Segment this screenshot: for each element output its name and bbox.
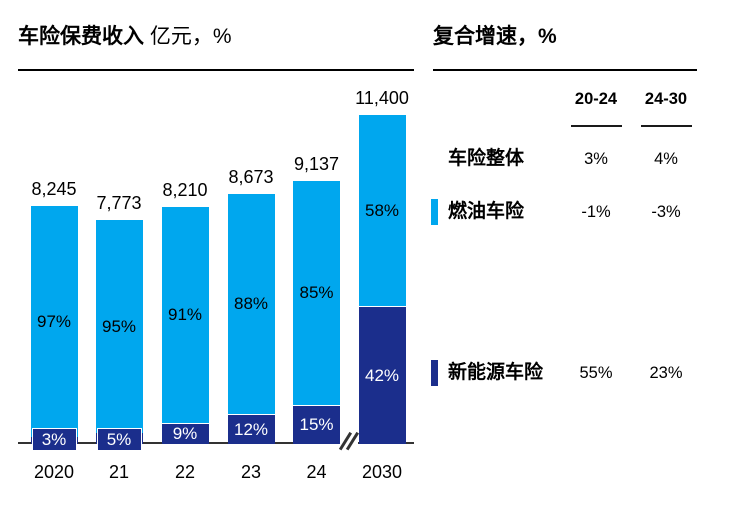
fuel-share-label: 85% [299, 283, 334, 302]
x-axis-label-24: 24 [306, 462, 327, 482]
nev-share-label: 12% [233, 419, 269, 439]
column-header-20-24: 20-24 [574, 90, 618, 108]
x-axis-label-21: 21 [108, 462, 130, 482]
bar-2030: 11,400 58% 42% [355, 88, 409, 444]
bar-24: 9,137 85% 15% [293, 154, 340, 444]
table-title-rule [433, 69, 697, 71]
table-title: 复合增速，% [433, 25, 557, 48]
x-axis-label-23: 23 [240, 462, 262, 482]
bar-total-label: 8,210 [162, 180, 208, 200]
fuel-share-label: 95% [101, 316, 137, 336]
bar-2020: 8,245 97% 3% [30, 179, 78, 451]
column-header-24-30: 24-30 [644, 90, 688, 108]
bar-22: 8,210 91% 9% [161, 180, 209, 444]
column-header-underline [571, 125, 622, 127]
table-row-total: 车险整体 3% 4% [0, 146, 742, 172]
bar-23: 8,673 88% 12% [227, 167, 275, 444]
value-nev-20-24: 55% [579, 364, 613, 382]
value-nev-24-30: 23% [649, 364, 683, 382]
bar-total-label: 8,673 [228, 167, 274, 187]
row-label-fuel: 燃油车险 [448, 201, 525, 222]
table-row-nev: 新能源车险 55% 23% [0, 360, 742, 386]
nev-segment: 42% [358, 306, 406, 444]
value-total-24-30: 4% [654, 150, 678, 168]
chart-title: 车险保费收入 亿元，% [18, 20, 232, 50]
fuel-segment: 95% [95, 220, 143, 433]
nev-segment: 12% [227, 414, 275, 444]
fuel-share-label: 88% [233, 294, 269, 313]
row-label-nev: 新能源车险 [448, 362, 544, 383]
bar-total-label: 8,245 [31, 179, 77, 199]
nev-segment: 9% [161, 423, 209, 444]
fuel-segment: 97% [30, 206, 78, 437]
nev-share-label: 15% [299, 415, 334, 434]
x-axis-label-2030: 2030 [361, 462, 403, 482]
nev-share-label: 9% [172, 424, 198, 443]
fuel-share-label: 91% [167, 305, 203, 324]
x-axis-label-2020: 2020 [33, 462, 75, 482]
x-axis-line [18, 442, 414, 444]
chart-title-rule [18, 69, 414, 71]
fuel-segment: 88% [227, 194, 275, 414]
fuel-segment: 85% [293, 181, 340, 405]
chart-unit-label: 亿元，% [149, 25, 232, 48]
bar-total-label: 7,773 [96, 193, 142, 213]
fuel-segment: 58% [358, 115, 406, 306]
nev-share-label: 42% [364, 365, 400, 385]
nev-legend-marker-icon [431, 360, 438, 386]
fuel-share-label: 97% [36, 311, 72, 331]
fuel-share-label: 58% [364, 200, 400, 220]
fuel-legend-marker-icon [431, 199, 438, 225]
table-row-fuel: 燃油车险 -1% -3% [0, 199, 742, 225]
nev-share-chip: 5% [96, 428, 142, 451]
nev-segment: 15% [293, 405, 340, 444]
bar-total-label: 11,400 [355, 88, 409, 108]
value-fuel-20-24: -1% [581, 203, 611, 221]
bar-21: 7,773 95% 5% [95, 193, 143, 451]
value-total-20-24: 3% [584, 150, 608, 168]
x-axis-label-22: 22 [174, 462, 196, 482]
fuel-segment: 91% [161, 207, 209, 423]
nev-share-chip: 3% [31, 428, 77, 451]
value-fuel-24-30: -3% [651, 203, 681, 221]
column-header-underline [641, 125, 692, 127]
bar-total-label: 9,137 [293, 154, 340, 174]
row-label-total: 车险整体 [448, 148, 525, 169]
chart-title-text: 车险保费收入 [18, 25, 144, 48]
